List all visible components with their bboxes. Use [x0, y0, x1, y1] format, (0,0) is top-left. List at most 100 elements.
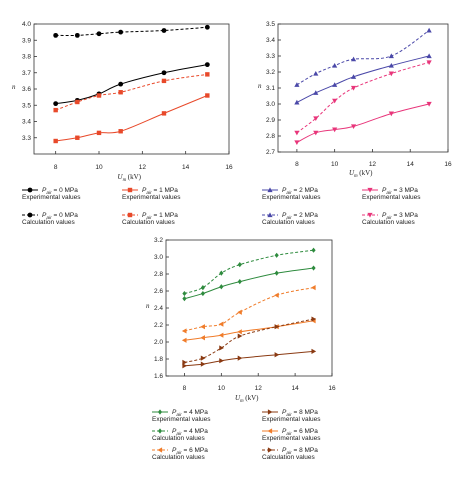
- data-point: [200, 361, 206, 367]
- data-point: [313, 116, 319, 121]
- data-point: [161, 70, 167, 76]
- legend-marker: [267, 212, 273, 218]
- legend-label: Pair = 1 MPa: [142, 212, 178, 221]
- legend-label: Pair = 2 MPa: [282, 212, 318, 221]
- series-line: [296, 55, 430, 103]
- y-tick-label: 4.0: [22, 21, 31, 28]
- data-point: [118, 29, 124, 35]
- legend-marker: [157, 447, 163, 453]
- legend-marker: [27, 212, 33, 218]
- x-tick-label: 8: [183, 385, 187, 392]
- y-tick-label: 2.2: [154, 322, 163, 329]
- data-point: [219, 284, 224, 290]
- series-line: [184, 249, 314, 295]
- data-point: [53, 101, 59, 107]
- legend-kind: Experimental values: [22, 194, 81, 201]
- series-line: [55, 64, 208, 105]
- legend-kind: Calculation values: [362, 219, 416, 226]
- data-point: [237, 279, 242, 285]
- legend-marker: [267, 447, 273, 453]
- x-tick-label: 16: [328, 385, 336, 392]
- data-point: [53, 138, 58, 144]
- data-point: [118, 129, 123, 134]
- data-point: [219, 358, 224, 364]
- data-point: [310, 285, 316, 291]
- data-point: [332, 63, 338, 68]
- data-point: [313, 130, 319, 136]
- chart-panel-b: 8 10 12 14 16 2.7 2.8 2.9 3.0 3.1 3.2 3.3 3.4 3.5 n Um …: [258, 21, 452, 226]
- plot-frame: [33, 23, 230, 155]
- data-point: [118, 81, 124, 87]
- data-point: [350, 124, 357, 129]
- chart-panel-a: 8 10 12 14 16 3.3 3.4 3.5 3.6 3.7 3.8 3.9 4.0 n Um (kV…: [12, 21, 233, 226]
- legend-label: Pair = 3 MPa: [382, 212, 418, 221]
- data-point: [350, 85, 357, 91]
- series-line: [296, 29, 430, 86]
- y-tick-label: 2.4: [154, 305, 163, 312]
- legend-kind: Experimental values: [262, 435, 321, 442]
- data-point: [237, 329, 242, 335]
- y-tick-label: 1.6: [154, 373, 163, 380]
- data-point: [182, 363, 188, 369]
- plot-frame: [165, 239, 333, 377]
- legend-kind: Experimental values: [122, 194, 181, 201]
- legend-marker: [127, 212, 133, 218]
- legend-marker: [267, 409, 273, 415]
- data-point: [332, 98, 338, 104]
- legend-kind: Calculation values: [262, 454, 316, 461]
- data-point: [200, 285, 205, 291]
- legend-kind: Experimental values: [362, 194, 421, 201]
- data-point: [200, 335, 205, 341]
- y-tick-label: 3.4: [266, 37, 275, 44]
- x-tick-label: 10: [218, 385, 226, 392]
- series-line: [55, 26, 208, 36]
- y-tick-label: 3.6: [22, 86, 31, 93]
- x-axis-label: Um (kV): [349, 169, 373, 179]
- legend-label: Pair = 2 MPa: [282, 187, 318, 196]
- data-point: [237, 333, 243, 339]
- legend-kind: Calculation values: [262, 219, 316, 226]
- y-tick-label: 3.5: [22, 102, 31, 109]
- y-tick-label: 1.8: [154, 356, 163, 363]
- legend-marker: [367, 212, 373, 218]
- data-point: [274, 270, 279, 276]
- y-tick-label: 3.3: [266, 53, 275, 60]
- y-tick-label: 3.2: [154, 237, 163, 244]
- data-point: [182, 359, 188, 365]
- data-point: [96, 130, 102, 136]
- legend-label: Pair = 6 MPa: [282, 428, 318, 437]
- legend-kind: Calculation values: [152, 435, 206, 442]
- data-point: [294, 130, 300, 136]
- x-tick-label: 10: [331, 161, 339, 168]
- data-point: [237, 309, 242, 315]
- y-tick-label: 3.2: [266, 69, 275, 76]
- data-point: [294, 82, 300, 87]
- legend-label: Pair = 8 MPa: [282, 409, 318, 418]
- legend-marker: [267, 187, 273, 193]
- plot-frame: [277, 23, 449, 153]
- data-point: [200, 324, 205, 330]
- legend-marker: [157, 409, 163, 415]
- data-point: [161, 78, 167, 84]
- data-point: [53, 107, 58, 113]
- data-point: [313, 71, 319, 76]
- data-point: [237, 355, 243, 361]
- data-point: [311, 247, 316, 253]
- x-tick-label: 10: [95, 164, 103, 171]
- data-point: [350, 74, 357, 79]
- x-tick-label: 16: [225, 164, 233, 171]
- legend-label: Pair = 4 MPa: [172, 409, 208, 418]
- series-line: [296, 103, 430, 143]
- y-tick-label: 3.0: [154, 254, 163, 261]
- data-point: [218, 332, 224, 338]
- y-tick-label: 3.9: [22, 37, 31, 44]
- legend-marker: [367, 187, 373, 193]
- data-point: [274, 324, 280, 330]
- y-tick-label: 2.6: [154, 288, 163, 295]
- data-point: [219, 270, 224, 276]
- y-tick-label: 2.9: [266, 117, 275, 124]
- data-point: [96, 93, 102, 98]
- data-point: [74, 32, 80, 38]
- data-point: [274, 352, 280, 358]
